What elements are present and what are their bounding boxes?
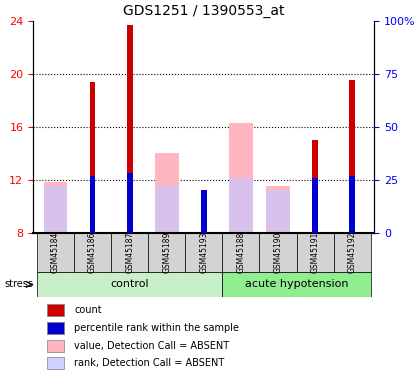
Bar: [201, 190, 207, 233]
Bar: [266, 186, 290, 233]
Text: stress: stress: [4, 279, 33, 290]
Bar: [89, 176, 95, 233]
Bar: [127, 173, 133, 233]
Text: GSM45184: GSM45184: [51, 232, 60, 273]
Text: value, Detection Call = ABSENT: value, Detection Call = ABSENT: [74, 340, 229, 351]
Bar: [266, 190, 290, 233]
Text: GSM45192: GSM45192: [348, 232, 357, 273]
FancyBboxPatch shape: [148, 233, 185, 272]
Text: GSM45191: GSM45191: [311, 232, 320, 273]
Bar: [47, 340, 64, 351]
FancyBboxPatch shape: [37, 272, 222, 297]
Text: GSM45186: GSM45186: [88, 232, 97, 273]
Text: GSM45187: GSM45187: [125, 232, 134, 273]
Text: GSM45188: GSM45188: [236, 232, 245, 273]
Bar: [229, 178, 253, 233]
Title: GDS1251 / 1390553_at: GDS1251 / 1390553_at: [123, 4, 285, 18]
Text: count: count: [74, 305, 102, 315]
Text: GSM45193: GSM45193: [200, 232, 208, 273]
Bar: [349, 80, 355, 233]
Bar: [349, 176, 355, 233]
Bar: [47, 304, 64, 316]
Bar: [155, 186, 178, 233]
FancyBboxPatch shape: [333, 233, 371, 272]
Bar: [312, 178, 318, 233]
Bar: [127, 24, 133, 233]
Bar: [201, 198, 207, 233]
FancyBboxPatch shape: [37, 233, 74, 272]
Bar: [47, 322, 64, 334]
Text: percentile rank within the sample: percentile rank within the sample: [74, 323, 239, 333]
FancyBboxPatch shape: [297, 233, 333, 272]
FancyBboxPatch shape: [185, 233, 222, 272]
Bar: [229, 123, 253, 233]
FancyBboxPatch shape: [222, 233, 260, 272]
Bar: [312, 140, 318, 233]
FancyBboxPatch shape: [222, 272, 371, 297]
Text: GSM45190: GSM45190: [273, 232, 283, 273]
Bar: [155, 153, 178, 233]
FancyBboxPatch shape: [260, 233, 297, 272]
Bar: [47, 357, 64, 369]
Text: GSM45189: GSM45189: [162, 232, 171, 273]
Bar: [44, 183, 67, 233]
Bar: [44, 186, 67, 233]
Text: rank, Detection Call = ABSENT: rank, Detection Call = ABSENT: [74, 358, 224, 368]
Text: acute hypotension: acute hypotension: [245, 279, 348, 290]
FancyBboxPatch shape: [74, 233, 111, 272]
Bar: [89, 82, 95, 233]
Text: control: control: [110, 279, 149, 290]
FancyBboxPatch shape: [111, 233, 148, 272]
